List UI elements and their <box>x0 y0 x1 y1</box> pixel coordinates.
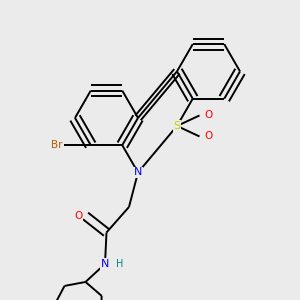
Text: O: O <box>204 131 212 142</box>
Text: H: H <box>116 259 123 269</box>
Text: S: S <box>173 121 181 131</box>
Text: N: N <box>134 167 142 178</box>
Text: O: O <box>74 211 82 221</box>
Text: Br: Br <box>51 140 62 150</box>
Text: O: O <box>204 110 212 121</box>
Text: N: N <box>101 259 109 269</box>
